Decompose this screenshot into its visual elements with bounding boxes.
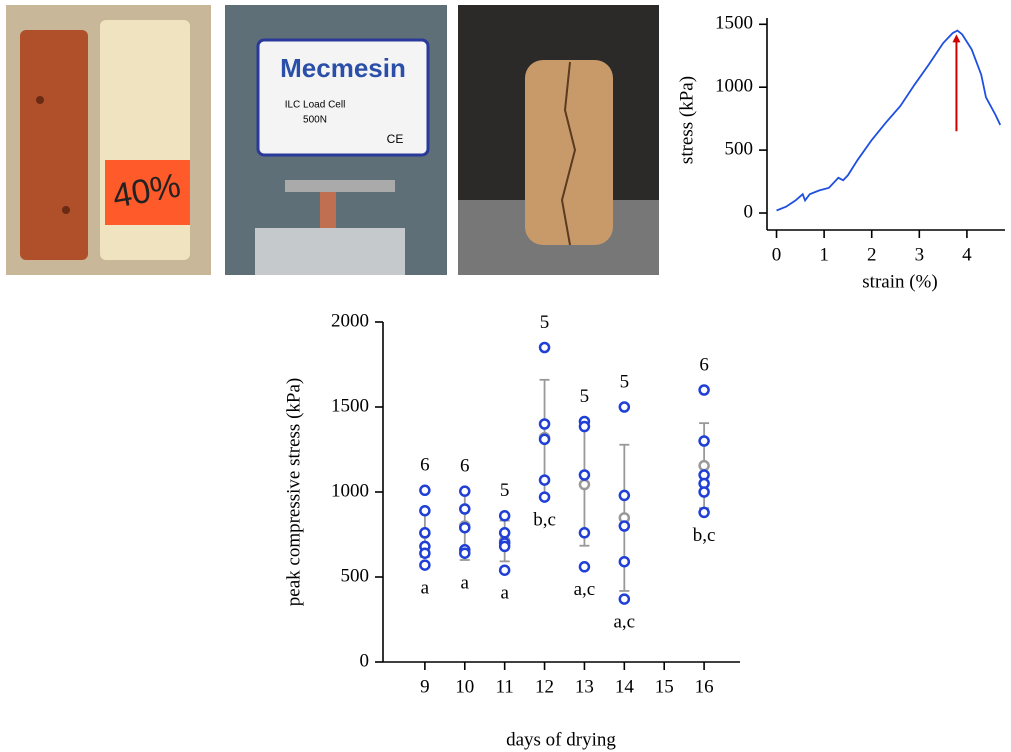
- arrow-head: [952, 34, 960, 42]
- point: [620, 595, 629, 604]
- point: [540, 476, 549, 485]
- line: [777, 31, 1001, 211]
- point: [700, 488, 709, 497]
- y-tick-label: 1000: [715, 76, 753, 97]
- point: [460, 487, 469, 496]
- group-letters: a,c: [614, 611, 636, 632]
- count-label: 5: [540, 312, 550, 333]
- y-tick-label: 0: [360, 650, 370, 671]
- x-tick-label: 3: [915, 244, 925, 265]
- point: [420, 561, 429, 570]
- x-axis-label: days of drying: [506, 729, 616, 750]
- point: [420, 528, 429, 537]
- group-letters: a,c: [574, 579, 596, 600]
- point: [540, 343, 549, 352]
- point: [620, 403, 629, 412]
- point: [460, 549, 469, 558]
- x-tick-label: 9: [420, 676, 430, 697]
- x-tick-label: 2: [867, 244, 877, 265]
- y-tick-label: 1500: [715, 13, 753, 34]
- point: [700, 437, 709, 446]
- photo-text: 500N: [303, 115, 327, 126]
- photo-text: CE: [387, 132, 404, 146]
- point: [420, 486, 429, 495]
- figure: 40% Mecmesin ILC Load Cell 500N CE 05001…: [0, 0, 1011, 752]
- count-label: 6: [460, 456, 470, 477]
- photo-load-cell: Mecmesin ILC Load Cell 500N CE: [225, 5, 447, 275]
- x-axis-label: strain (%): [862, 271, 937, 292]
- photo-fractured: [458, 5, 659, 275]
- y-tick-label: 2000: [331, 310, 369, 331]
- point: [460, 523, 469, 532]
- y-tick-label: 1000: [331, 480, 369, 501]
- point: [540, 420, 549, 429]
- y-tick-label: 500: [341, 565, 370, 586]
- y-tick-label: 500: [725, 138, 754, 159]
- group-letters: a: [461, 572, 470, 593]
- point: [580, 528, 589, 537]
- count-label: 5: [500, 480, 510, 501]
- photo-text: ILC Load Cell: [285, 100, 346, 111]
- point: [420, 549, 429, 558]
- point: [580, 471, 589, 480]
- point: [460, 505, 469, 514]
- point: [540, 493, 549, 502]
- count-label: 5: [580, 386, 590, 407]
- point: [540, 435, 549, 444]
- group-letters: b,c: [693, 525, 716, 546]
- count-label: 5: [620, 371, 630, 392]
- point: [500, 528, 509, 537]
- count-label: 6: [699, 354, 709, 375]
- photo-samples: 40%: [6, 5, 211, 275]
- y-tick-label: 0: [744, 201, 754, 222]
- point: [580, 422, 589, 431]
- group-letters: b,c: [533, 509, 556, 530]
- x-tick-label: 14: [615, 676, 635, 697]
- mean-point: [580, 480, 589, 489]
- point: [580, 562, 589, 571]
- group-letters: a: [421, 577, 430, 598]
- group-letters: a: [500, 583, 509, 604]
- x-tick-label: 11: [496, 676, 514, 697]
- photo-brand: Mecmesin: [280, 53, 406, 83]
- point: [620, 557, 629, 566]
- y-axis-label: stress (kPa): [676, 76, 697, 164]
- x-tick-label: 15: [655, 676, 674, 697]
- x-tick-label: 0: [772, 244, 782, 265]
- count-label: 6: [420, 455, 430, 476]
- point: [620, 522, 629, 531]
- x-tick-label: 16: [695, 676, 714, 697]
- mean-point: [700, 461, 709, 470]
- x-tick-label: 1: [819, 244, 829, 265]
- point: [620, 491, 629, 500]
- point: [420, 506, 429, 515]
- x-tick-label: 10: [455, 676, 474, 697]
- y-tick-label: 1500: [331, 395, 369, 416]
- point: [500, 566, 509, 575]
- y-axis-label: peak compressive stress (kPa): [283, 378, 304, 606]
- x-tick-label: 12: [535, 676, 554, 697]
- point: [500, 542, 509, 551]
- x-tick-label: 13: [575, 676, 594, 697]
- point: [500, 511, 509, 520]
- point: [700, 386, 709, 395]
- x-tick-label: 4: [962, 244, 972, 265]
- point: [700, 508, 709, 517]
